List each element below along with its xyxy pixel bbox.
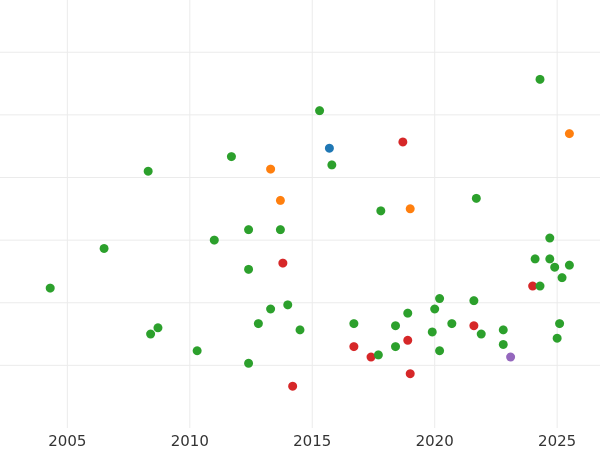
data-point-red: [278, 258, 288, 268]
data-point-red: [288, 381, 298, 391]
data-point-green: [275, 225, 285, 235]
data-point-orange: [564, 129, 574, 139]
data-point-green: [476, 329, 486, 339]
data-point-green: [557, 273, 567, 283]
data-point-green: [226, 152, 236, 162]
scatter-points: [45, 74, 574, 391]
data-point-green: [146, 329, 156, 339]
data-point-green: [209, 235, 219, 245]
data-point-green: [283, 300, 293, 310]
data-point-green: [391, 321, 401, 331]
x-tick-label: 2010: [171, 432, 209, 450]
data-point-green: [564, 260, 574, 270]
data-point-red: [528, 281, 538, 291]
data-point-orange: [405, 204, 415, 214]
data-point-green: [349, 319, 359, 329]
data-point-green: [315, 106, 325, 116]
data-point-red: [366, 352, 376, 362]
data-point-green: [435, 294, 445, 304]
data-point-green: [192, 346, 202, 356]
data-point-green: [373, 350, 383, 360]
data-point-green: [550, 262, 560, 272]
data-point-green: [295, 325, 305, 335]
x-tick-labels: 2005 2010 2015 2020 2025: [48, 432, 576, 450]
data-point-green: [266, 304, 276, 314]
x-gridlines: [66, 0, 558, 428]
data-point-green: [471, 193, 481, 203]
data-point-green: [535, 74, 545, 84]
data-point-orange: [275, 195, 285, 205]
x-tick-label: 2020: [416, 432, 454, 450]
data-point-green: [391, 342, 401, 352]
data-point-green: [153, 323, 163, 333]
data-point-green: [427, 327, 437, 337]
data-point-green: [376, 206, 386, 216]
data-point-green: [45, 283, 55, 293]
data-point-green: [244, 264, 254, 274]
y-gridlines: [0, 51, 600, 366]
data-point-orange: [266, 164, 276, 174]
data-point-green: [327, 160, 337, 170]
data-point-green: [545, 233, 555, 243]
x-tick-label: 2025: [538, 432, 576, 450]
data-point-purple: [506, 352, 516, 362]
data-point-green: [552, 333, 562, 343]
data-point-green: [253, 319, 263, 329]
data-point-green: [498, 325, 508, 335]
data-point-green: [244, 358, 254, 368]
data-point-red: [405, 369, 415, 379]
data-point-green: [143, 166, 153, 176]
x-tick-label: 2015: [293, 432, 331, 450]
data-point-green: [99, 243, 109, 253]
data-point-blue: [324, 143, 334, 153]
data-point-green: [447, 319, 457, 329]
data-point-red: [469, 321, 479, 331]
data-point-red: [398, 137, 408, 147]
data-point-green: [530, 254, 540, 264]
data-point-green: [545, 254, 555, 264]
data-point-green: [244, 225, 254, 235]
data-point-green: [403, 308, 413, 318]
data-point-green: [555, 319, 565, 329]
data-point-green: [469, 296, 479, 306]
data-point-green: [498, 339, 508, 349]
x-tick-label: 2005: [48, 432, 86, 450]
data-point-green: [535, 281, 545, 291]
data-point-green: [430, 304, 440, 314]
data-point-red: [403, 335, 413, 345]
data-point-green: [435, 346, 445, 356]
data-point-red: [349, 342, 359, 352]
